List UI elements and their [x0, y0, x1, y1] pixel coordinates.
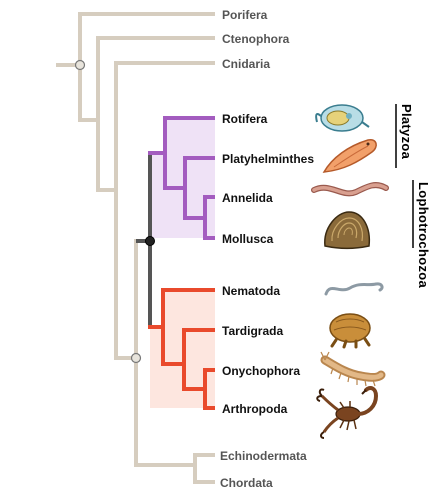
earthworm-icon: [311, 182, 389, 197]
platyzoa-label: Platyzoa: [399, 104, 414, 160]
taxon-label-porifera: Porifera: [222, 8, 268, 22]
taxon-label-cnidaria: Cnidaria: [222, 57, 270, 71]
taxon-label-echinodermata: Echinodermata: [220, 449, 307, 463]
flatworm-icon: [322, 138, 377, 173]
rotifer-icon: [315, 104, 370, 132]
taxon-label-arthropoda: Arthropoda: [222, 402, 288, 416]
taxon-label-platyhelminthes: Platyhelminthes: [222, 152, 314, 166]
taxon-label-rotifera: Rotifera: [222, 112, 268, 126]
lophotrochozoa-branches: [148, 116, 215, 240]
base-branches: [56, 12, 215, 484]
taxon-label-ctenophora: Ctenophora: [222, 32, 290, 46]
clam-icon: [324, 211, 371, 249]
tardigrade-icon: [329, 313, 371, 349]
taxon-label-nematoda: Nematoda: [222, 284, 280, 298]
taxon-label-chordata: Chordata: [220, 476, 273, 490]
scorpion-icon: [316, 386, 379, 439]
lophotrochozoa-label: Lophotrochozoa: [416, 182, 431, 289]
protostome-node-marker: [145, 236, 155, 246]
taxon-label-onychophora: Onychophora: [222, 364, 300, 378]
taxon-labels: Porifera Ctenophora Cnidaria Rotifera Pl…: [220, 8, 314, 490]
ecdysozoa-branches: [148, 288, 215, 410]
taxon-label-tardigrada: Tardigrada: [222, 324, 283, 338]
taxon-label-annelida: Annelida: [222, 191, 273, 205]
root-node-marker: [74, 59, 86, 71]
velvet-worm-icon: [320, 351, 386, 387]
taxon-label-mollusca: Mollusca: [222, 232, 274, 246]
roundworm-icon: [324, 282, 384, 296]
bilateria-node-marker: [130, 352, 142, 364]
